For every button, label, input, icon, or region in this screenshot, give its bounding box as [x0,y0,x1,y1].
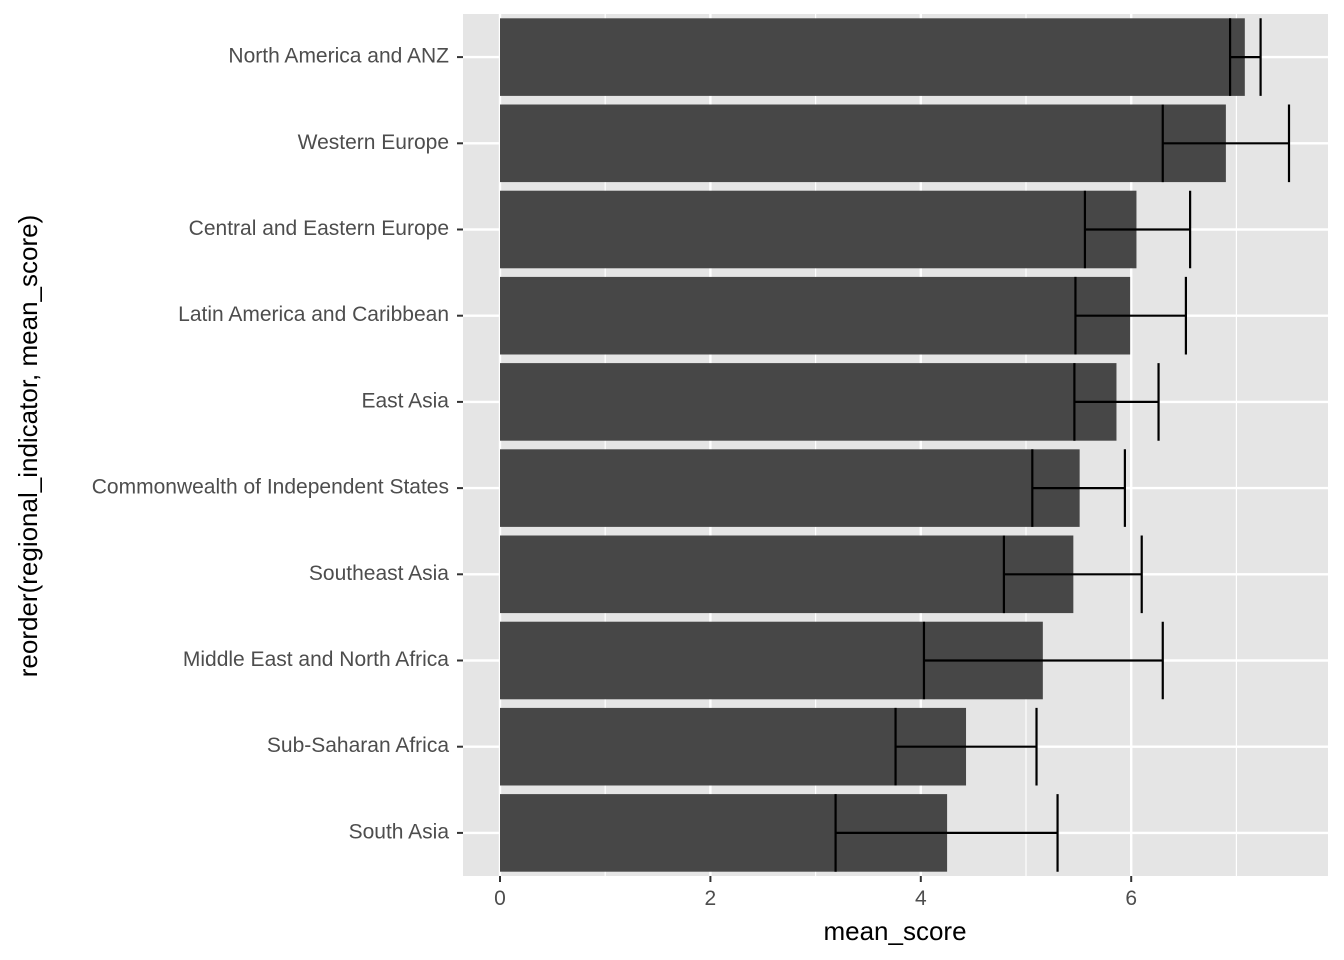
y-tick-label: Southeast Asia [309,562,449,585]
errorbars-group [834,18,1291,872]
bar [500,276,1131,355]
bar [500,104,1226,183]
y-tick-label: Commonwealth of Independent States [92,476,449,499]
x-axis-title: mean_score [823,916,966,946]
y-tick-label: Middle East and North Africa [183,648,449,671]
bar [500,449,1080,527]
bar [500,363,1117,441]
bar [500,535,1074,614]
bar [500,707,967,786]
bar [500,18,1245,96]
y-tick-label: Latin America and Caribbean [178,303,449,326]
x-tick-label: 6 [1125,887,1137,910]
x-tick-label: 0 [494,887,506,910]
x-tick-label: 4 [915,887,927,910]
y-axis-title: reorder(regional_indicator, mean_score) [13,215,43,677]
y-tick-label: Central and Eastern Europe [189,217,449,240]
y-tick-label: Sub-Saharan Africa [267,734,449,757]
bar [500,190,1137,269]
x-tick-label: 2 [705,887,717,910]
y-tick-label: South Asia [349,820,450,843]
y-tick-label: East Asia [361,389,449,412]
y-tick-label: North America and ANZ [228,45,449,68]
y-tick-label: Western Europe [298,131,449,154]
y-axis: North America and ANZ Western Europe Centr… [92,45,463,843]
x-axis: 0 2 4 6 [494,876,1137,910]
